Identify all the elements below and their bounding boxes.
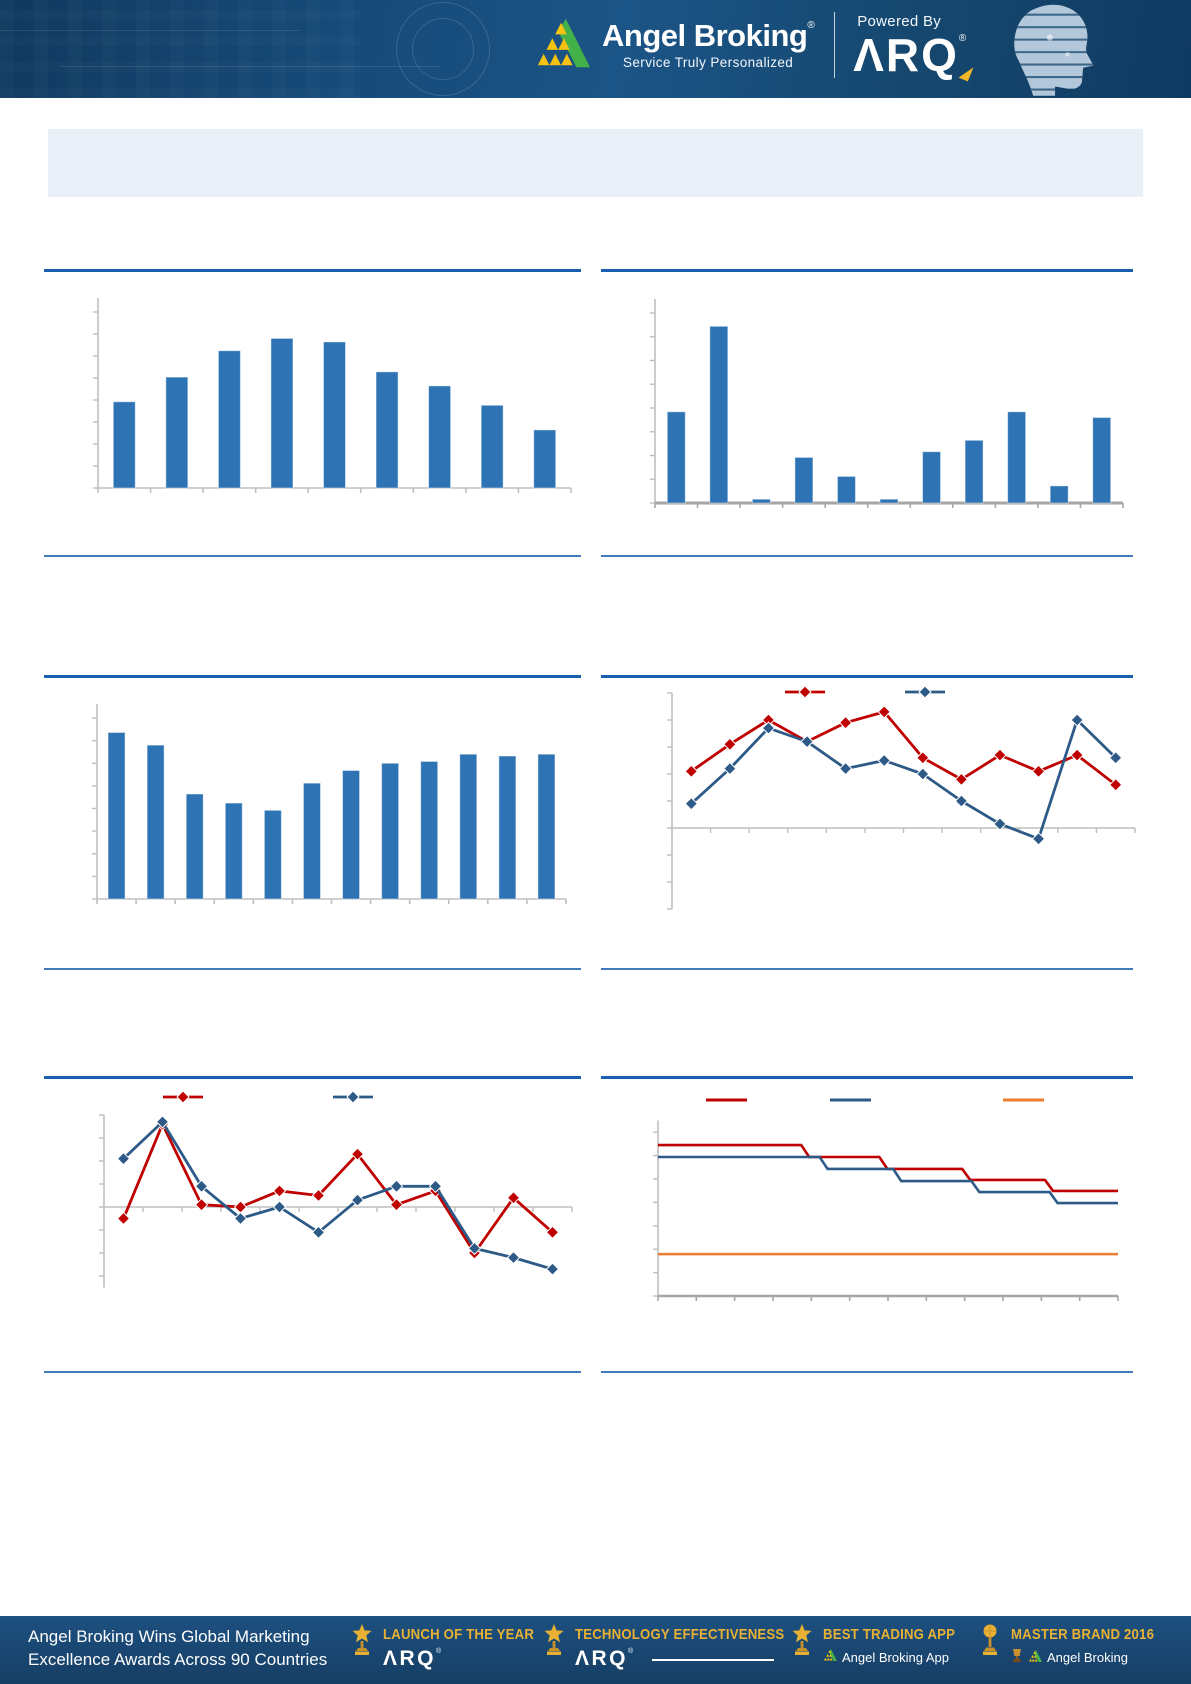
head-graphic [1002,2,1106,101]
header-texture [0,0,360,98]
section-rule-bottom-left [44,555,581,557]
award-launch-of-the-year: LAUNCH OF THE YEAR ΛRQ® [350,1622,555,1671]
bar [879,498,899,504]
footer-underline [651,1659,774,1661]
bar [964,439,984,504]
bar [185,793,204,900]
award-title: LAUNCH OF THE YEAR [383,1626,535,1643]
bar [112,401,136,489]
bar [1049,485,1069,504]
bar [342,769,361,900]
header-line-decoration [0,30,300,31]
bar [375,371,399,489]
award-technology-effectiveness: TECHNOLOGY EFFECTIVENESS ΛRQ® [542,1622,813,1671]
award-title: BEST TRADING APP [823,1626,956,1643]
chart-top-left-bar [93,298,572,493]
arq-logo: ΛRQ® [853,32,974,82]
award-title: MASTER BRAND 2016 [1011,1626,1155,1643]
bar [498,755,517,900]
brand-lockup: Angel Broking® Service Truly Personalize… [534,12,974,82]
award-best-trading-app: BEST TRADING APP Angel Broking App [790,1622,973,1665]
award-subtitle: Angel Broking App [842,1649,949,1665]
section-rule-bottom-left [44,968,581,970]
section-rule-bottom-left [44,1371,581,1373]
trophy-icon [544,1624,564,1655]
arq-lockup: Powered By ΛRQ® [853,12,974,82]
arq-footer-logo: ΛRQ® [575,1647,813,1671]
header-banner: Angel Broking® Service Truly Personalize… [0,0,1191,98]
header-ring-decoration [412,18,474,80]
bar [1007,411,1027,504]
trophy-globe-icon [983,1624,997,1655]
section-rule-bottom-right [601,968,1133,970]
brand-registered-mark: ® [807,19,815,31]
bar [270,337,294,489]
bar [709,325,729,504]
trophy-cup-icon [1011,1649,1023,1666]
bar [146,744,165,900]
angel-broking-logo-icon [537,18,590,68]
header-ring-decoration [396,2,490,96]
bar [533,429,557,489]
bar [217,350,241,489]
footer-headline: Angel Broking Wins Global Marketing Exce… [28,1625,327,1671]
bar [836,475,856,504]
section-rule-bottom-right [601,1371,1133,1373]
bar [420,760,439,900]
bar [459,753,478,900]
arq-footer-logo: ΛRQ® [383,1647,444,1670]
header-divider [834,12,836,78]
chart-top-right-bar [650,299,1124,508]
step-blue [658,1155,1118,1205]
footer-headline-line2: Excellence Awards Across 90 Countries [28,1650,328,1669]
bar [537,753,556,900]
step-red [658,1143,1118,1193]
header-line-decoration [60,66,440,67]
bar [1092,417,1112,504]
series-blue [122,1119,553,1271]
section-rule-top-right [601,1076,1133,1079]
chart-bottom-left-line [99,1090,573,1288]
bar [794,456,814,504]
section-rule-top-left [44,675,581,678]
chart-middle-right-line [667,685,1136,910]
bar [165,376,189,489]
section-rule-bottom-right [601,555,1133,557]
bar [922,451,942,504]
award-title: TECHNOLOGY EFFECTIVENESS [575,1626,785,1643]
series-blue [690,717,1117,841]
bar [107,731,126,900]
bar [666,411,686,504]
bar [302,782,321,900]
footer-headline-line1: Angel Broking Wins Global Marketing [28,1627,310,1646]
section-rule-top-right [601,675,1133,678]
footer-awards-bar: Angel Broking Wins Global Marketing Exce… [0,1616,1191,1684]
trophy-icon [352,1624,372,1655]
chart-bottom-right-step [653,1098,1119,1301]
chart-middle-left-bar [92,704,567,904]
series-red [122,1120,554,1256]
section-rule-top-left [44,269,581,272]
award-subtitle: Angel Broking [1047,1650,1128,1665]
series-red [690,710,1117,786]
award-master-brand-2016: MASTER BRAND 2016 Angel Broking [978,1622,1174,1666]
bar [751,498,771,504]
title-banner [48,129,1143,197]
bar [381,762,400,900]
brand-tagline: Service Truly Personalized [623,55,794,71]
bar [428,385,452,489]
bar [224,802,243,900]
bar [323,341,346,489]
bar [480,404,504,489]
angel-broking-mini-logo-icon [1028,1649,1042,1666]
section-rule-top-left [44,1076,581,1079]
bar [263,809,282,900]
brand-name: Angel Broking® [602,17,815,53]
section-rule-top-right [601,269,1133,272]
powered-by-label: Powered By [857,13,942,30]
trophy-icon [792,1624,812,1655]
angel-broking-mini-logo-icon [823,1649,837,1665]
